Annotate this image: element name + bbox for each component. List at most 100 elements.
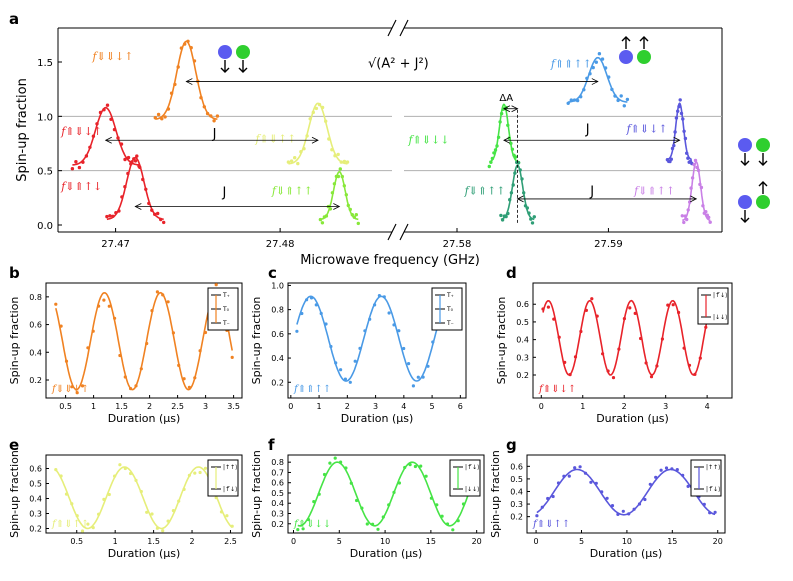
panel-f-data-point xyxy=(429,496,433,500)
peak-data-point xyxy=(336,174,341,179)
panel-g-data-point xyxy=(546,496,550,501)
peak-data-point xyxy=(579,95,583,99)
peak-data-point xyxy=(336,152,340,157)
peak-data-point xyxy=(114,211,118,215)
panel-g-xtick-label: 15 xyxy=(667,537,677,546)
peak-data-point xyxy=(678,98,682,102)
panel-d-data-point xyxy=(552,317,556,321)
peak-data-point xyxy=(342,184,346,188)
panel-g-data-point xyxy=(589,480,593,484)
panel-b-data-point xyxy=(64,359,69,363)
panel-g-xtick-label: 5 xyxy=(579,537,584,546)
peak-data-point xyxy=(105,214,109,219)
sqrt-arrow-head-left xyxy=(185,78,193,85)
panel-f-ytick-label: 0.5 xyxy=(271,489,284,498)
axis-break-bottom-1 xyxy=(399,223,409,241)
panel-b-xlabel: Duration (μs) xyxy=(108,412,181,425)
panel-g-data-point xyxy=(702,502,706,506)
panel-f-data-point xyxy=(333,456,337,460)
panel-e-data-point xyxy=(198,470,202,475)
peak-data-point xyxy=(619,94,623,98)
panel-e-data-point xyxy=(113,474,117,478)
panel-f-ytick-label: 0.4 xyxy=(271,499,284,508)
panel-d-ytick-label: 0.5 xyxy=(516,318,529,327)
panel-g-data-point xyxy=(681,473,685,477)
peak-data-point xyxy=(499,111,504,116)
peak-data-point xyxy=(689,186,693,190)
peak-data-point xyxy=(672,143,676,148)
panel-b-data-point xyxy=(86,346,90,350)
peak-data-point xyxy=(209,114,213,118)
panel-c-data-point xyxy=(368,317,372,321)
peak-data-point xyxy=(320,105,325,110)
peak-data-point xyxy=(500,218,505,222)
peak-data-point xyxy=(81,160,85,164)
peak-data-point xyxy=(299,150,303,154)
panel-c-data-point xyxy=(392,323,396,327)
panel-d-data-point xyxy=(595,314,599,318)
peak-data-point xyxy=(356,221,360,226)
panel-g-data-point xyxy=(708,511,712,515)
panel-e-legend-label: |↑↑⟩ xyxy=(223,464,237,471)
panel-c-data-point xyxy=(334,361,338,365)
panel-e-data-point xyxy=(139,489,143,494)
peak-data-point xyxy=(603,66,608,70)
panel-f-data-point xyxy=(376,527,380,531)
peak-data-point xyxy=(199,96,203,100)
peak-data-point xyxy=(566,101,570,106)
panel-d-legend-frame xyxy=(697,287,729,325)
panel-g-ytick-label: 0.6 xyxy=(510,462,523,471)
panel-a-xtick-label: 27.47 xyxy=(101,239,130,250)
panel-f-data-point xyxy=(371,522,375,526)
panel-d-data-point xyxy=(687,363,692,367)
panel-g-data-point xyxy=(675,468,679,472)
peak-data-point xyxy=(683,214,687,218)
panel-e-data-point xyxy=(59,474,63,478)
peak-data-point xyxy=(518,168,522,172)
peak-data-point xyxy=(682,129,686,133)
peak-data-point xyxy=(330,148,334,152)
peak-data-point xyxy=(162,220,166,225)
peak-data-point xyxy=(686,156,690,160)
panel-f-data-point xyxy=(349,481,353,485)
panel-b-data-point xyxy=(134,384,138,388)
panel-a-plot: 0.0 0.5 1.0 1.5 27.47 27.48 27.58 27.59 Microwav… xyxy=(15,19,770,268)
panel-e-data-point xyxy=(54,468,58,472)
panel-c-data-point xyxy=(363,329,367,333)
peak-fit-3 xyxy=(288,102,348,165)
panel-g-data-point xyxy=(600,490,604,494)
spin-icon-right-down-up xyxy=(738,181,770,223)
peak-label-4: f⇓⇑↑↑ xyxy=(271,185,313,198)
panel-f-peak-label: f⇑⇓↓↓ xyxy=(293,519,331,530)
panel-c-data-point xyxy=(407,362,411,366)
panel-f-legend: |↑̃↓⟩ |↓↓⟩ xyxy=(449,459,481,497)
axis-break-top-0 xyxy=(387,19,397,37)
panel-b-data-point xyxy=(102,298,106,302)
peak-data-point xyxy=(160,117,164,121)
panel-g-data-point xyxy=(686,484,690,488)
panel-c-ylabel: Spin-up fraction xyxy=(250,297,263,385)
peak-data-point xyxy=(346,203,350,208)
spin-icon-down-down-green-dot xyxy=(236,45,250,59)
panel-f-axes-frame xyxy=(287,454,485,534)
panel-a-ylabel: Spin-up fraction xyxy=(15,78,30,182)
peak-label-9: f⇓⇑↑↑ xyxy=(633,185,675,198)
panel-g-data-point xyxy=(616,512,620,517)
panel-d-data-point xyxy=(677,310,681,315)
peak-data-point xyxy=(123,157,127,162)
panel-e-data-point xyxy=(225,514,229,518)
panel-g-data-point xyxy=(605,496,609,500)
panel-b-data-point xyxy=(182,377,186,381)
panel-f-ylabel: Spin-up fraction xyxy=(250,450,263,538)
peak-data-point xyxy=(490,156,495,161)
panel-g-data-point xyxy=(551,494,555,499)
peak-data-point xyxy=(215,114,220,118)
peak-data-point xyxy=(176,65,180,69)
peak-data-point xyxy=(109,117,113,122)
panel-f-data-point xyxy=(339,460,343,464)
panel-c-data-point xyxy=(397,329,401,333)
peak-fit-4 xyxy=(320,170,359,221)
peak-data-point xyxy=(308,117,312,121)
panel-b-data-point xyxy=(214,283,218,287)
